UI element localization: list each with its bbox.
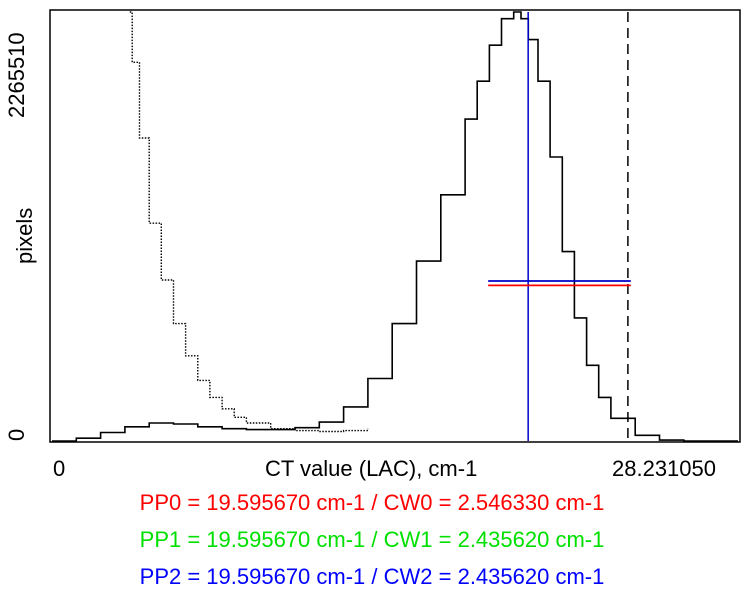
- x-axis-label: CT value (LAC), cm-1: [265, 456, 478, 481]
- annotation-pp0-cw0: PP0 = 19.595670 cm-1 / CW0 = 2.546330 cm…: [139, 490, 605, 515]
- annotation-pp2-cw2: PP2 = 19.595670 cm-1 / CW2 = 2.435620 cm…: [139, 564, 605, 589]
- plot-frame: [49, 9, 741, 443]
- y-tick-min: 0: [4, 428, 29, 441]
- x-tick-max: 28.231050: [612, 456, 716, 481]
- y-axis-label: pixels: [12, 207, 37, 264]
- marker-layer: [488, 12, 631, 441]
- x-tick-min: 0: [53, 456, 66, 481]
- annotation-pp1-cw1: PP1 = 19.595670 cm-1 / CW1 = 2.435620 cm…: [139, 527, 605, 552]
- histogram-series-dotted: [129, 11, 369, 433]
- series-layer: [52, 11, 738, 442]
- histogram-chart: [49, 9, 741, 443]
- y-tick-max: 2265510: [4, 32, 29, 118]
- histogram-series-solid: [52, 11, 738, 442]
